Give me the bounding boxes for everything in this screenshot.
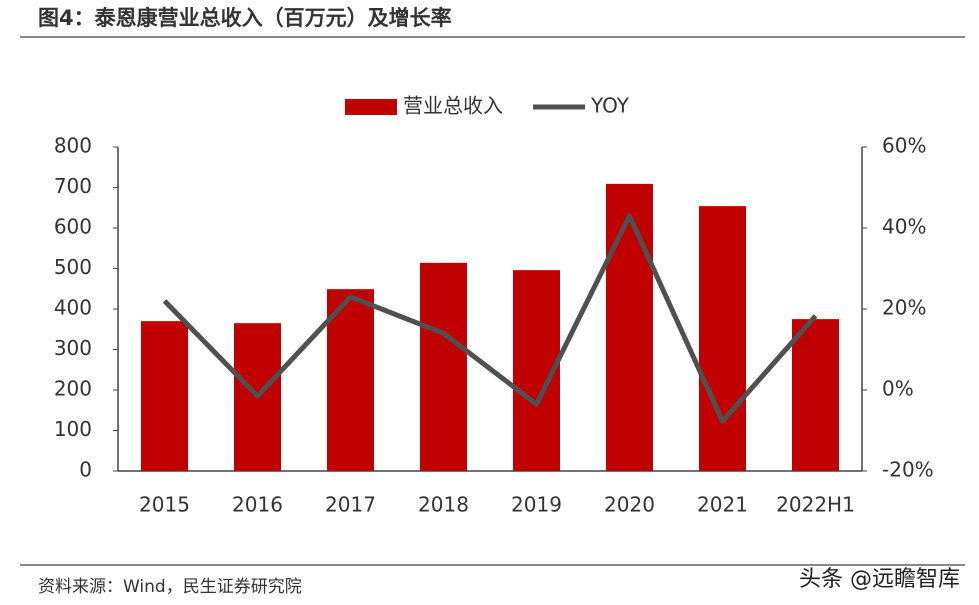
y2-tick-label: 0% [882,377,914,401]
x-tick-label: 2022H1 [776,493,855,517]
x-tick-label: 2019 [511,493,562,517]
y-tick-label: 700 [54,174,92,198]
legend-label: YOY [590,94,630,118]
bar [420,262,467,471]
source: 资料来源：Wind，民生证券研究院 [38,577,302,597]
x-tick-label: 2020 [604,493,655,517]
y-tick-label: 200 [54,377,92,401]
bar [699,206,746,471]
y-tick-label: 400 [54,296,92,320]
y-tick-label: 600 [54,215,92,239]
y2-tick-label: 20% [882,296,926,320]
chart-title: 图4：泰恩康营业总收入（百万元）及增长率 [38,6,452,30]
legend-label: 营业总收入 [403,94,503,118]
bar [327,289,374,471]
x-tick-label: 2021 [697,493,748,517]
legend-swatch [345,99,397,115]
y2-tick-label: -20% [882,458,934,482]
y-tick-label: 0 [79,458,92,482]
x-tick-label: 2018 [418,493,469,517]
line [162,213,818,424]
y2-tick-label: 40% [882,215,926,239]
bar [141,321,188,471]
y-tick-label: 500 [54,255,92,279]
x-tick-label: 2016 [232,493,283,517]
bar [792,319,839,471]
x-tick-label: 2017 [325,493,376,517]
y2-tick-label: 60% [882,134,926,158]
y-tick-label: 800 [54,134,92,158]
bar [606,183,653,472]
x-tick-label: 2015 [139,493,190,517]
y-tick-label: 100 [54,417,92,441]
y-tick-label: 300 [54,336,92,360]
watermark: 头条 @远瞻智库 [799,567,960,592]
